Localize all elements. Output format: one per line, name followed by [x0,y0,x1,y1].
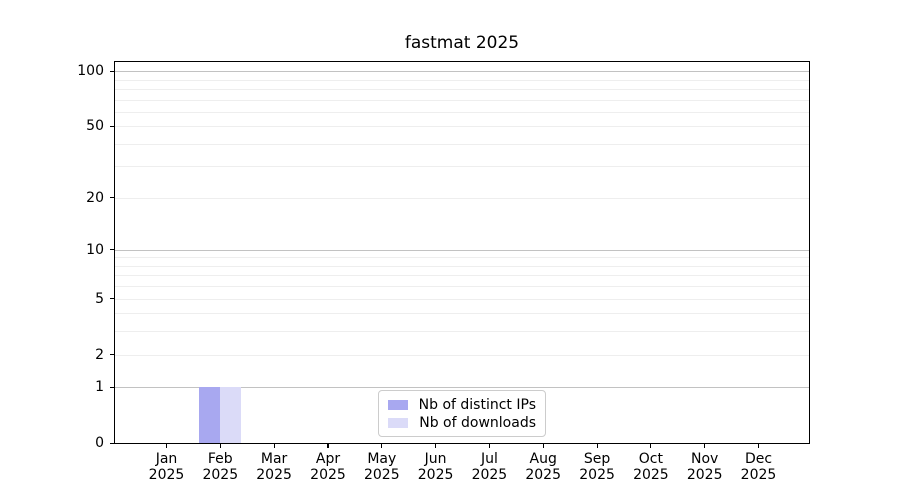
minor-gridline [115,298,809,300]
x-tick-month: Oct [638,451,663,467]
x-tick-label: Aug 2025 [516,451,570,483]
minor-gridline [115,197,809,199]
y-tick-label: 20 [86,189,104,206]
x-tick-month: Mar [260,451,288,467]
x-tick-year: 2025 [417,467,454,483]
x-tick-month: Nov [691,451,719,467]
minor-gridline [115,111,809,113]
minor-gridline [115,126,809,128]
x-tick-year: 2025 [256,467,292,483]
x-tick-label: Apr 2025 [301,451,355,483]
x-tick-mark [596,444,598,448]
x-tick-year: 2025 [363,467,400,483]
x-tick-month: Aug [529,451,557,467]
x-tick-month: Jul [480,451,498,467]
x-tick-year: 2025 [310,467,346,483]
x-tick-mark [273,444,275,448]
legend-item-distinct-ips: Nb of distinct IPs [388,396,536,413]
x-tick-mark [165,444,168,448]
x-tick-year: 2025 [148,467,185,483]
y-tick-label: 10 [86,241,104,258]
y-tick-label: 2 [95,346,104,363]
y-tick-mark [110,386,114,388]
x-tick-year: 2025 [202,467,239,483]
chart-title: fastmat 2025 [404,33,520,53]
x-tick-mark [757,444,760,448]
x-tick-label: Mar 2025 [247,451,301,483]
x-tick-mark [488,444,490,448]
y-tick-label: 100 [77,63,104,79]
bar [199,387,221,443]
legend-item-downloads: Nb of downloads [388,414,536,431]
major-gridline [115,249,809,251]
x-tick-label: Feb 2025 [193,451,247,483]
minor-gridline [115,88,809,90]
plot-area [114,61,810,444]
x-tick-month: Apr [315,451,341,467]
legend-swatch-downloads [388,417,409,428]
minor-gridline [115,143,809,145]
x-tick-month: Feb [207,451,233,467]
x-tick-mark [704,444,706,448]
legend: Nb of distinct IPs Nb of downloads [378,390,546,437]
x-tick-mark [435,444,437,448]
x-tick-label: Jan 2025 [140,451,194,483]
minor-gridline [115,166,809,168]
x-tick-mark [381,444,383,448]
x-tick-year: 2025 [525,467,561,483]
x-tick-year: 2025 [471,467,508,483]
minor-gridline [115,313,809,315]
x-tick-label: Nov 2025 [678,451,732,483]
legend-label-downloads: Nb of downloads [419,414,536,431]
minor-gridline [115,79,809,81]
legend-swatch-distinct-ips [388,399,408,410]
x-tick-year: 2025 [633,467,669,483]
x-tick-label: May 2025 [355,451,409,483]
y-tick-mark [110,197,114,199]
x-tick-mark [219,444,221,448]
y-tick-mark [110,70,114,72]
legend-label-distinct-ips: Nb of distinct IPs [418,396,536,413]
y-tick-label: 50 [86,118,104,135]
x-tick-mark [327,444,329,448]
x-tick-year: 2025 [686,467,723,483]
y-tick-mark [110,298,114,300]
y-tick-mark [110,249,114,251]
minor-gridline [115,99,809,101]
x-tick-label: Oct 2025 [624,451,678,483]
x-tick-year: 2025 [740,467,777,483]
x-tick-mark [542,444,544,448]
minor-gridline [115,286,809,288]
minor-gridline [115,265,809,267]
y-tick-label: 1 [95,379,104,396]
x-tick-year: 2025 [579,467,615,483]
minor-gridline [115,275,809,277]
minor-gridline [115,354,809,356]
x-tick-month: Dec [744,451,773,467]
x-tick-month: Jun [424,451,447,467]
x-tick-month: Sep [583,451,611,467]
y-tick-label: 5 [95,290,104,307]
x-tick-label: Dec 2025 [732,451,786,483]
bar [220,387,242,443]
x-tick-label: Jul 2025 [462,451,516,483]
major-gridline [115,71,809,72]
x-tick-mark [650,444,652,448]
minor-gridline [115,331,809,333]
y-tick-label: 0 [95,435,104,451]
minor-gridline [115,257,809,259]
major-gridline [115,387,809,389]
x-tick-month: May [367,451,397,467]
x-tick-label: Jun 2025 [409,451,463,483]
y-tick-mark [110,442,114,444]
x-tick-label: Sep 2025 [570,451,624,483]
x-tick-month: Jan [155,451,178,467]
y-tick-mark [110,354,114,356]
y-tick-mark [110,125,114,127]
